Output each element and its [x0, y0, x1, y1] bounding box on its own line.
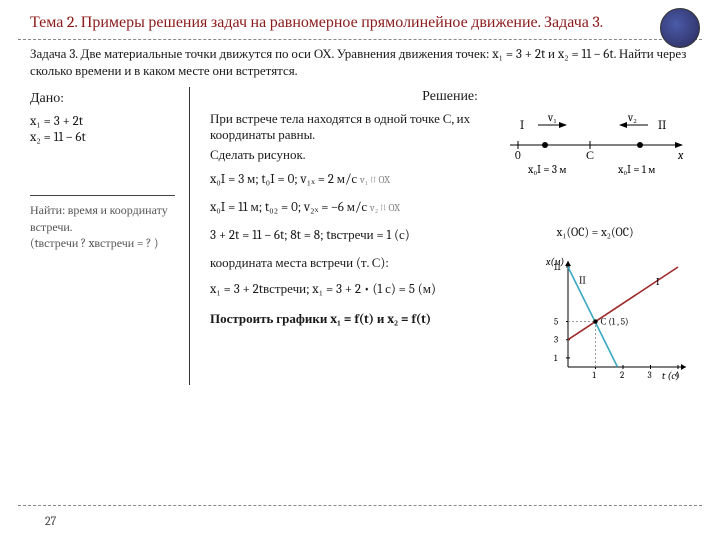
- diagram-x01: x₀I = 3 м: [527, 163, 566, 176]
- svg-text:II: II: [579, 274, 586, 286]
- find-label: Найти: время и координату встречи.: [30, 202, 175, 236]
- svg-text:4: 4: [675, 371, 680, 381]
- sol-line5: x₁ = 3 + 2tвстречи; x₁ = 3 + 2 • (1 с) =…: [210, 281, 532, 297]
- page-number: 27: [45, 514, 56, 528]
- sol-eq-oc: x₁(OC) = x₂(OC): [500, 225, 690, 240]
- diagram-C: С: [586, 148, 594, 162]
- sol-line2: x₀I = 11 м; t₀₂ = 0; v₂ₓ = –6 м/с: [210, 200, 367, 215]
- svg-text:11: 11: [554, 263, 561, 273]
- sol-line3: 3 + 2t = 11 – 6t; 8t = 8; tвстречи = 1 (…: [210, 227, 492, 243]
- divider-bottom: [18, 505, 702, 506]
- svg-text:1: 1: [554, 354, 558, 364]
- svg-text:С (1 , 5): С (1 , 5): [601, 317, 629, 327]
- solution-intro1: При встрече тела находятся в одной точке…: [210, 111, 492, 143]
- svg-text:3: 3: [648, 371, 652, 381]
- diagram-x02: x₀I = 1 м: [617, 163, 655, 176]
- svg-text:I: I: [656, 276, 660, 288]
- logo-icon: [660, 8, 700, 48]
- sol-line1: x₀I = 3 м; t₀I = 0; v₁ₓ = 2 м/с: [210, 172, 357, 187]
- diagram-axis-x: x: [677, 148, 684, 162]
- sol-line2b: v₂ ↑↓ OX: [370, 202, 400, 214]
- find-question: (tвстречи ? xвстречи = ? ): [30, 235, 175, 252]
- diagram-origin: 0: [515, 149, 521, 162]
- xt-chart: x(м)t (с)123413511IIIС (1 , 5): [540, 255, 690, 385]
- solution-column: Решение: При встрече тела находятся в од…: [190, 87, 690, 385]
- problem-statement: Задача 3. Две материальные точки движутс…: [30, 46, 690, 81]
- sol-line6: Построить графики x₁ = f(t) и x₂ = f(t): [210, 311, 532, 327]
- given-eq2: x₂ = 11 – 6t: [30, 129, 175, 145]
- page-title: Тема 2. Примеры решения задач на равноме…: [30, 12, 690, 33]
- sol-line4: координата места встречи (т. С):: [210, 255, 532, 271]
- find-block: Найти: время и координату встречи. (tвст…: [30, 195, 175, 252]
- svg-text:3: 3: [554, 336, 558, 346]
- axis-diagram: v₁ I v₂ II 0 С x x₀I = 3: [500, 111, 690, 181]
- given-heading: Дано:: [30, 89, 175, 107]
- sol-line1b: v₁ ↑↑ OX: [360, 174, 390, 186]
- svg-text:5: 5: [554, 317, 558, 327]
- solution-heading: Решение:: [210, 87, 690, 105]
- diagram-body-II: II: [658, 118, 666, 132]
- diagram-v1-label: v₁: [547, 111, 557, 124]
- solution-intro2: Сделать рисунок.: [210, 147, 492, 163]
- svg-text:2: 2: [620, 371, 624, 381]
- diagram-v2-label: v₂: [627, 111, 637, 124]
- given-column: Дано: x₁ = 3 + 2t x₂ = 11 – 6t Найти: вр…: [30, 87, 190, 385]
- diagram-body-I: I: [520, 118, 524, 132]
- given-eq1: x₁ = 3 + 2t: [30, 113, 175, 129]
- svg-text:1: 1: [593, 371, 597, 381]
